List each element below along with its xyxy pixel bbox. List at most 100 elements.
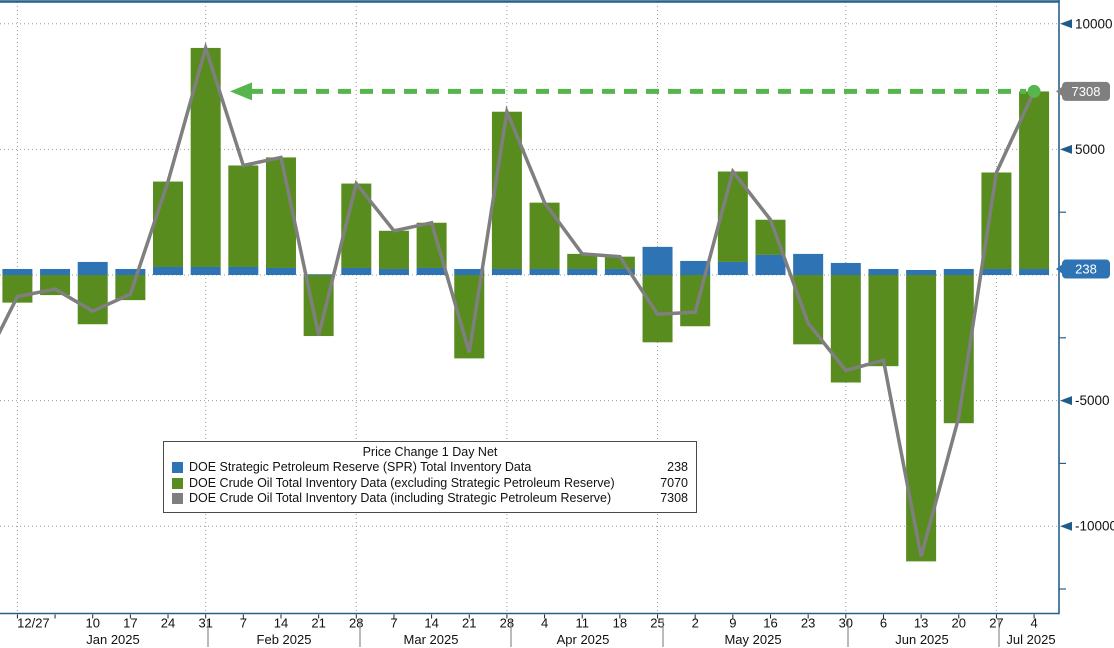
spr-change-bar (190, 266, 221, 275)
crude-change-bar (153, 181, 184, 267)
crude-change-bar (981, 172, 1012, 269)
month-label: Jan 2025 (86, 632, 140, 647)
month-label: May 2025 (724, 632, 781, 647)
y-axis-tick-arrow-icon (1060, 19, 1072, 29)
x-axis-label: 6 (880, 616, 887, 631)
spr-change-bar (378, 268, 409, 275)
spr-change-bar (717, 261, 748, 275)
spr-change-bar (416, 267, 447, 275)
x-axis-label: 16 (763, 616, 777, 631)
crude-ex-spr-series-label: DOE Crude Oil Total Inventory Data (excl… (189, 475, 615, 490)
x-axis-label: 21 (462, 616, 476, 631)
crude-change-bar (793, 275, 824, 345)
crude-change-bar (378, 230, 409, 269)
month-label: Jul 2025 (1006, 632, 1055, 647)
crude-inc-spr-series-value: 7308 (660, 491, 688, 505)
y-axis-label: -5000 (1075, 393, 1110, 408)
spr-change-bar (265, 267, 296, 275)
x-axis-label: 10 (85, 616, 99, 631)
x-axis-label: 7 (240, 616, 247, 631)
x-axis-label: 14 (424, 616, 438, 631)
month-label: Mar 2025 (404, 632, 459, 647)
spr-change-bar (40, 268, 71, 275)
latest-point-marker (1027, 84, 1041, 98)
y-axis-tick-arrow-icon (1060, 396, 1072, 406)
y-axis-tick-arrow-icon (1060, 144, 1072, 154)
spr-change-bar (680, 260, 711, 275)
crude-change-bar (529, 202, 560, 269)
spr-change-bar (454, 268, 485, 275)
crude-change-bar (642, 275, 673, 343)
x-axis-label: 23 (801, 616, 815, 631)
spr-change-bar (830, 262, 861, 275)
crude-change-bar (680, 275, 711, 327)
spr-change-bar (604, 268, 635, 275)
spr-change-bar (1019, 269, 1050, 275)
x-axis-label: 17 (123, 616, 137, 631)
legend-row-crude-ex-spr[interactable]: DOE Crude Oil Total Inventory Data (excl… (172, 476, 688, 492)
x-axis-label: 24 (161, 616, 175, 631)
chart-legend: Price Change 1 Day Net DOE Strategic Pet… (163, 441, 697, 513)
crude-change-bar (830, 275, 861, 383)
x-axis-label: 13 (914, 616, 928, 631)
x-axis-label: 20 (952, 616, 966, 631)
spr-change-bar (567, 268, 598, 275)
legend-row-crude-inc-spr[interactable]: DOE Crude Oil Total Inventory Data (incl… (172, 491, 688, 507)
crude-change-bar (567, 253, 598, 269)
spr-change-bar (341, 267, 372, 275)
y-axis-badge-spr (1062, 259, 1110, 279)
arrowhead-icon (230, 82, 252, 101)
spr-series-label: DOE Strategic Petroleum Reserve (SPR) To… (189, 460, 532, 474)
crude-inc-spr-series-swatch (172, 493, 183, 505)
spr-series-value: 238 (667, 460, 688, 474)
legend-row-spr[interactable]: DOE Strategic Petroleum Reserve (SPR) To… (172, 460, 688, 476)
x-axis-label: 11 (575, 616, 589, 631)
spr-change-bar (228, 266, 259, 275)
month-label: Feb 2025 (257, 632, 312, 647)
x-axis-label: 12/27 (17, 616, 50, 631)
spr-change-bar (906, 269, 937, 275)
crude-inc-spr-series-label: DOE Crude Oil Total Inventory Data (incl… (189, 491, 612, 505)
month-label: Apr 2025 (557, 632, 610, 647)
spr-change-bar (642, 246, 673, 275)
x-axis-label: 4 (541, 616, 548, 631)
legend-title: Price Change 1 Day Net (362, 445, 498, 459)
x-axis-label: 4 (1030, 616, 1037, 631)
y-axis-label: -10000 (1075, 519, 1114, 534)
x-axis-label: 7 (390, 616, 397, 631)
x-axis-label: 14 (274, 616, 288, 631)
x-axis-label: 18 (613, 616, 627, 631)
crude-change-bar (868, 275, 899, 367)
spr-change-bar (981, 268, 1012, 275)
y-axis-tick-arrow-icon (1060, 521, 1072, 531)
spr-change-bar (529, 268, 560, 275)
spr-change-bar (303, 274, 334, 275)
x-axis-label: 2 (692, 616, 699, 631)
spr-change-bar (115, 268, 146, 275)
crude-change-bar (115, 275, 146, 301)
y-axis-badge-total (1062, 81, 1110, 101)
x-axis-label: 28 (500, 616, 514, 631)
crude-change-bar (1019, 91, 1050, 270)
spr-change-bar (793, 253, 824, 275)
crude-change-bar (77, 275, 108, 325)
x-axis-label: 28 (349, 616, 363, 631)
month-label: Jun 2025 (895, 632, 949, 647)
x-axis-label: 31 (198, 616, 212, 631)
crude-ex-spr-series-value: 7070 (660, 475, 688, 490)
spr-change-bar (2, 268, 33, 275)
badge-text: 238 (1075, 262, 1097, 277)
total-change-line (0, 41, 1036, 557)
spr-change-bar (755, 254, 786, 275)
x-axis-label: 25 (650, 616, 664, 631)
x-axis-label: 27 (989, 616, 1003, 631)
badge-text: 7308 (1072, 84, 1101, 99)
x-axis-label: 9 (729, 616, 736, 631)
x-axis-label: 30 (839, 616, 853, 631)
spr-change-bar (491, 268, 522, 275)
crude-change-bar (228, 165, 259, 267)
spr-change-bar (77, 261, 108, 275)
